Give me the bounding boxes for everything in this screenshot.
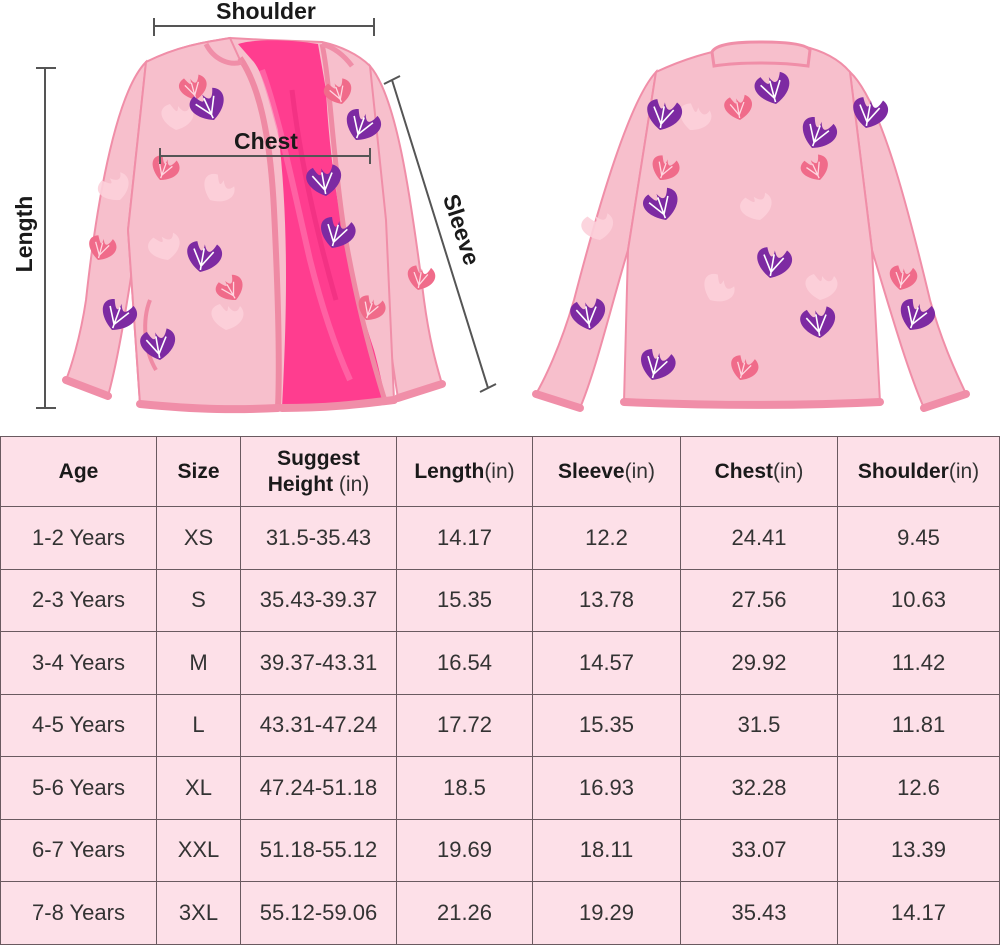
header-length: Length(in) <box>396 436 533 507</box>
header-age: Age <box>0 436 157 507</box>
cell-sleeve: 15.35 <box>532 693 681 757</box>
cell-size: XS <box>156 506 241 570</box>
cell-sleeve: 19.29 <box>532 881 681 945</box>
cell-size: M <box>156 631 241 695</box>
sleeve-label: Sleeve <box>438 191 485 268</box>
cell-length: 18.5 <box>396 756 533 820</box>
cell-length: 16.54 <box>396 631 533 695</box>
cell-chest: 24.41 <box>680 506 838 570</box>
cell-height: 51.18-55.12 <box>240 818 397 882</box>
cell-sleeve: 14.57 <box>532 631 681 695</box>
cell-length: 19.69 <box>396 818 533 882</box>
front-jacket-icon <box>62 36 446 414</box>
table-row: 1-2 Years XS 31.5-35.43 14.17 12.2 24.41… <box>0 506 1000 570</box>
cell-age: 7-8 Years <box>0 881 157 945</box>
table-row: 5-6 Years XL 47.24-51.18 18.5 16.93 32.2… <box>0 756 1000 820</box>
cell-chest: 29.92 <box>680 631 838 695</box>
cell-shoulder: 13.39 <box>837 818 1000 882</box>
cell-size: XXL <box>156 818 241 882</box>
header-shoulder: Shoulder(in) <box>837 436 1000 507</box>
cell-age: 1-2 Years <box>0 506 157 570</box>
size-chart-table: Age Size Suggest Height (in) Length(in) … <box>0 436 1000 945</box>
cell-age: 3-4 Years <box>0 631 157 695</box>
cell-chest: 32.28 <box>680 756 838 820</box>
cell-size: S <box>156 568 241 632</box>
table-row: 2-3 Years S 35.43-39.37 15.35 13.78 27.5… <box>0 568 1000 632</box>
cell-height: 55.12-59.06 <box>240 881 397 945</box>
cell-shoulder: 12.6 <box>837 756 1000 820</box>
cell-sleeve: 13.78 <box>532 568 681 632</box>
cell-height: 31.5-35.43 <box>240 506 397 570</box>
cell-chest: 35.43 <box>680 881 838 945</box>
cell-height: 39.37-43.31 <box>240 631 397 695</box>
header-size: Size <box>156 436 241 507</box>
header-chest: Chest(in) <box>680 436 838 507</box>
cell-height: 47.24-51.18 <box>240 756 397 820</box>
jacket-diagram: Shoulder Chest Length Sleeve <box>0 0 1000 432</box>
cell-sleeve: 16.93 <box>532 756 681 820</box>
cell-age: 2-3 Years <box>0 568 157 632</box>
cell-size: 3XL <box>156 881 241 945</box>
cell-sleeve: 18.11 <box>532 818 681 882</box>
back-jacket-icon <box>532 40 970 412</box>
cell-chest: 27.56 <box>680 568 838 632</box>
cell-age: 6-7 Years <box>0 818 157 882</box>
table-header-row: Age Size Suggest Height (in) Length(in) … <box>0 436 1000 507</box>
cell-chest: 33.07 <box>680 818 838 882</box>
cell-size: XL <box>156 756 241 820</box>
chest-label: Chest <box>234 128 298 154</box>
cell-chest: 31.5 <box>680 693 838 757</box>
cell-height: 35.43-39.37 <box>240 568 397 632</box>
cell-age: 5-6 Years <box>0 756 157 820</box>
table-row: 4-5 Years L 43.31-47.24 17.72 15.35 31.5… <box>0 693 1000 757</box>
cell-shoulder: 14.17 <box>837 881 1000 945</box>
table-row: 6-7 Years XXL 51.18-55.12 19.69 18.11 33… <box>0 818 1000 882</box>
measurement-lines-icon <box>36 18 497 409</box>
table-row: 3-4 Years M 39.37-43.31 16.54 14.57 29.9… <box>0 631 1000 695</box>
table-row: 7-8 Years 3XL 55.12-59.06 21.26 19.29 35… <box>0 881 1000 945</box>
cell-length: 17.72 <box>396 693 533 757</box>
cell-age: 4-5 Years <box>0 693 157 757</box>
cell-height: 43.31-47.24 <box>240 693 397 757</box>
jacket-illustration: Shoulder Chest Length Sleeve <box>11 0 970 414</box>
cell-shoulder: 11.81 <box>837 693 1000 757</box>
cell-length: 14.17 <box>396 506 533 570</box>
header-sleeve: Sleeve(in) <box>532 436 681 507</box>
cell-length: 21.26 <box>396 881 533 945</box>
shoulder-label: Shoulder <box>216 0 316 24</box>
cell-shoulder: 9.45 <box>837 506 1000 570</box>
header-suggest-height: Suggest Height (in) <box>240 436 397 507</box>
cell-sleeve: 12.2 <box>532 506 681 570</box>
cell-shoulder: 11.42 <box>837 631 1000 695</box>
cell-shoulder: 10.63 <box>837 568 1000 632</box>
length-label: Length <box>11 196 37 273</box>
cell-length: 15.35 <box>396 568 533 632</box>
cell-size: L <box>156 693 241 757</box>
size-table: Age Size Suggest Height (in) Length(in) … <box>0 436 1000 945</box>
